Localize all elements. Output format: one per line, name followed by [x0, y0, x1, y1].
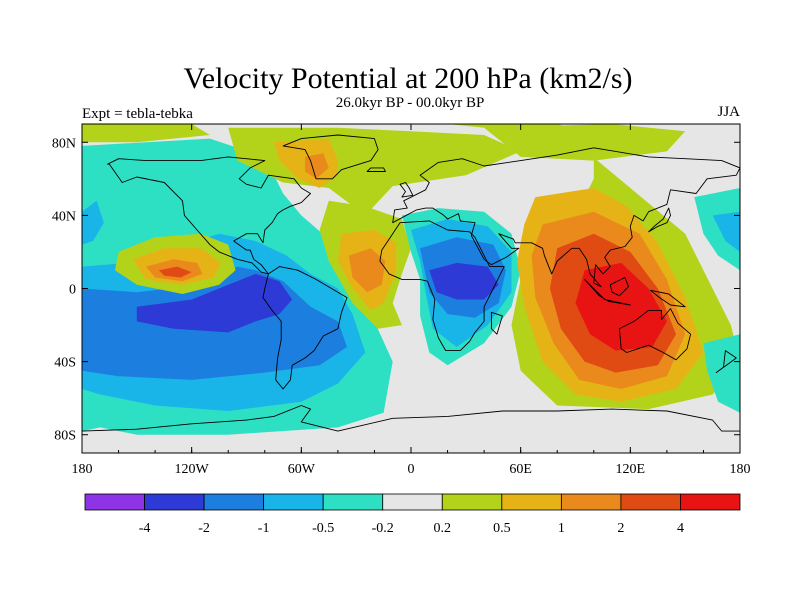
colorbar-swatch	[441, 493, 503, 511]
x-tick-label: 180	[72, 462, 93, 477]
colorbar-label: 4	[677, 521, 684, 536]
north-america-coast	[107, 156, 311, 275]
west-pacific-light-blue-region	[712, 211, 740, 252]
x-tick-label: 120W	[175, 462, 210, 477]
south-america-dark-blue-region	[136, 273, 293, 333]
colorbar-swatch	[680, 493, 741, 511]
colorbar-swatch	[84, 493, 145, 511]
period-label: 26.0kyr BP - 00.0kyr BP	[336, 95, 485, 111]
colorbar-label: -1	[258, 521, 270, 536]
west-pacific-cyan-region	[694, 188, 740, 271]
y-tick-label: 40S	[54, 356, 76, 371]
chart-title: Velocity Potential at 200 hPa (km2/s)	[183, 62, 632, 95]
colorbar-swatch	[620, 493, 681, 511]
new-zealand-coast	[715, 350, 737, 374]
x-tick-label: 0	[408, 462, 415, 477]
africa-dark-blue-region	[429, 262, 499, 300]
eurasia-coast	[392, 147, 740, 288]
colorbar-swatch	[382, 493, 443, 511]
colorbar-label: -2	[198, 521, 210, 536]
colorbar-label: -0.5	[312, 521, 334, 536]
y-tick-label: 40N	[52, 209, 76, 224]
bering-green-region	[82, 124, 210, 143]
colorbar-label: 0.2	[434, 521, 452, 536]
arctic-green-region	[484, 124, 686, 161]
contour-fills	[82, 124, 740, 453]
season-label: JJA	[717, 104, 740, 120]
borneo-coast	[609, 277, 629, 297]
x-tick-label: 60W	[288, 462, 316, 477]
japan-coast	[648, 207, 671, 233]
x-tick-label: 120E	[616, 462, 646, 477]
colorbar-swatch	[144, 493, 205, 511]
atlantic-orange-tongue	[348, 248, 386, 293]
y-tick-label: 80S	[54, 429, 76, 444]
colorbar-label: -0.2	[372, 521, 394, 536]
colorbar-label: 1	[558, 521, 565, 536]
colorbar-swatch	[322, 493, 384, 511]
colorbar-label: -4	[139, 521, 151, 536]
coastlines	[82, 134, 740, 432]
antarctica-coast	[82, 405, 740, 432]
australia-coast	[618, 308, 692, 361]
colorbar-swatch	[501, 493, 562, 511]
greenland-coast	[282, 134, 379, 180]
dateline-blue-region	[82, 200, 104, 245]
madagascar-coast	[490, 311, 503, 335]
x-tick-label: 180	[730, 462, 751, 477]
colorbar-swatch	[263, 493, 324, 511]
colorbar-label: 2	[617, 521, 624, 536]
colorbar-label: 0.5	[493, 521, 511, 536]
new-guinea-coast	[649, 289, 686, 308]
axis-ticks: 180 120W 60W 0 60E 120E 180 80N 40N 0 40S 80S	[52, 124, 751, 477]
africa-coast	[379, 220, 505, 352]
y-tick-label: 80N	[52, 136, 76, 151]
colorbar-swatch	[203, 493, 265, 511]
indonesia-coast	[584, 278, 631, 306]
colorbar: -4 -2 -1 -0.5 -0.2 0.2 0.5 1 2 4	[84, 493, 741, 536]
colorbar-swatch	[560, 493, 622, 511]
iceland-coast	[366, 167, 386, 172]
experiment-label: Expt = tebla-tebka	[82, 106, 193, 122]
east-pacific-red-orange-region	[158, 266, 192, 278]
south-america-coast	[262, 266, 348, 390]
north-atlantic-orange-region	[305, 153, 329, 179]
y-tick-label: 0	[69, 283, 76, 298]
x-tick-label: 60E	[509, 462, 532, 477]
uk-coast	[399, 182, 414, 198]
